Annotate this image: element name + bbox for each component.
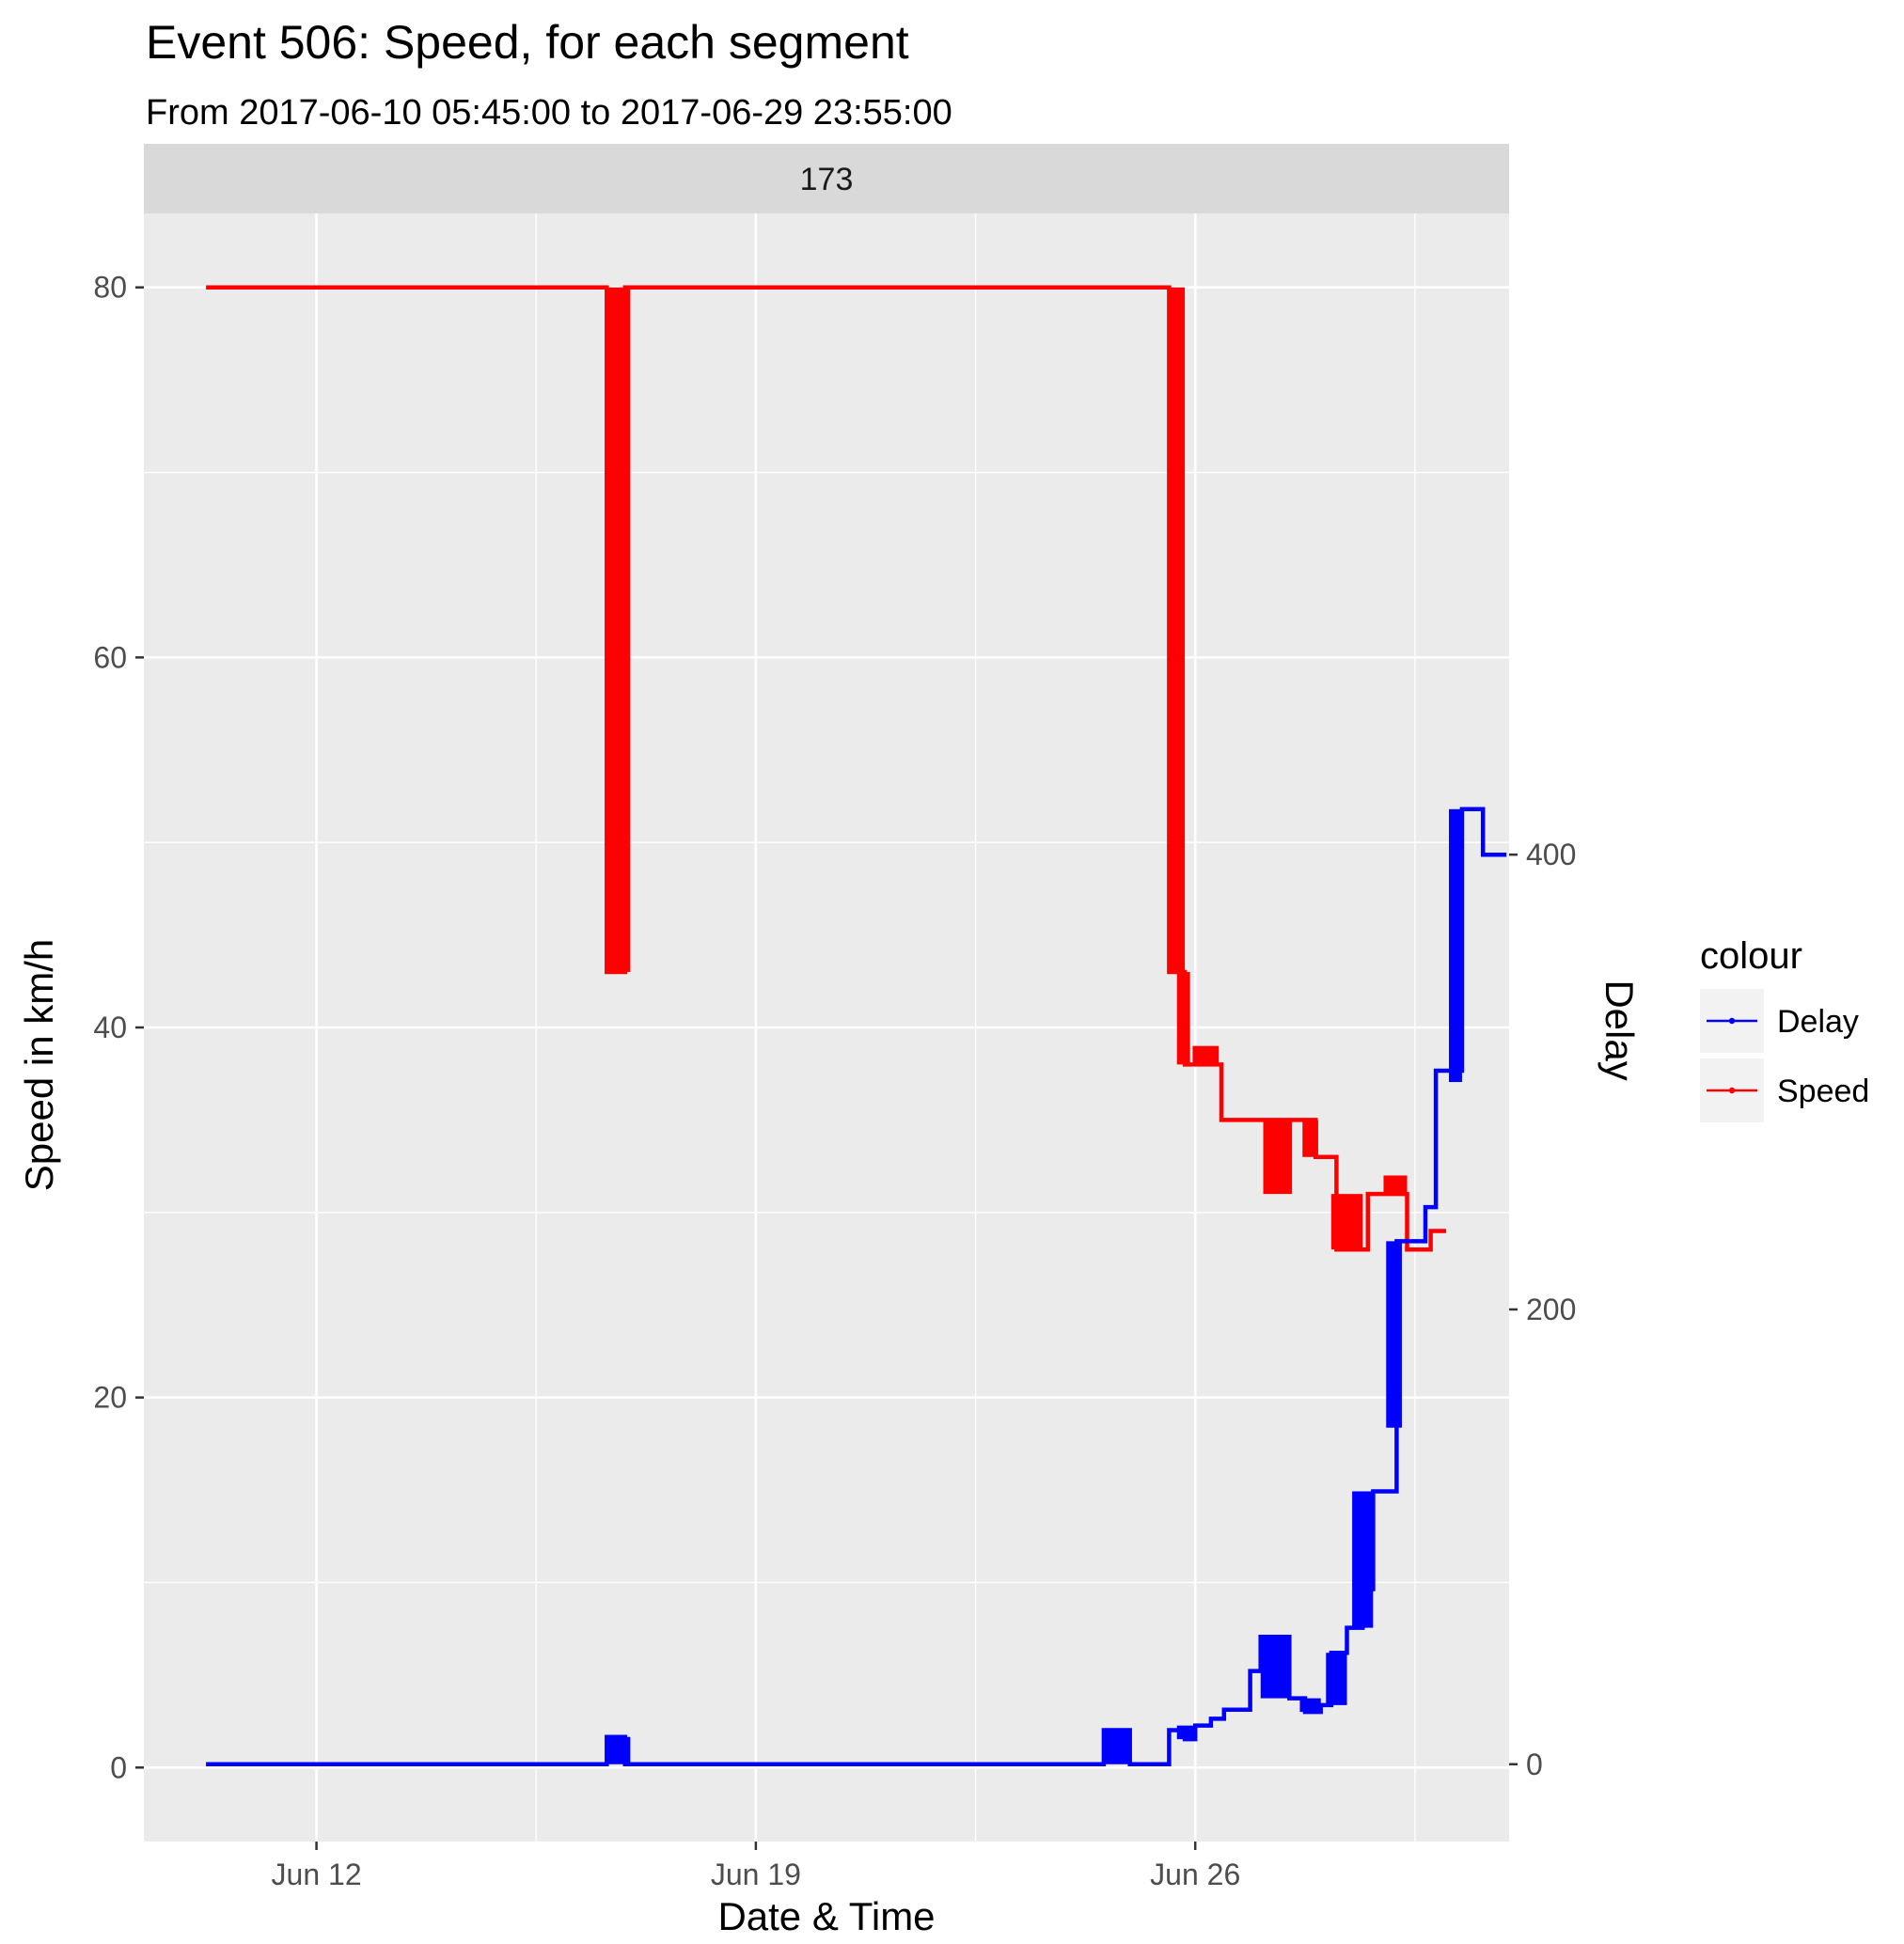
y-axis-left: 0 20 40 60 80	[93, 271, 144, 1784]
delay-band	[1449, 808, 1462, 1083]
y-tick-label: 0	[110, 1750, 127, 1784]
x-tick-label: Jun 19	[711, 1858, 801, 1891]
series-lines	[206, 285, 1507, 1767]
y2-tick-label: 0	[1526, 1748, 1543, 1781]
speed-band	[1192, 1045, 1220, 1065]
chart-subtitle: From 2017-06-10 05:45:00 to 2017-06-29 2…	[146, 93, 952, 133]
legend-key-point	[1728, 1017, 1736, 1025]
y-axis-title: Speed in km/h	[17, 939, 61, 1192]
y2-tick-label: 400	[1526, 838, 1576, 871]
grid-lines	[144, 213, 1509, 1842]
y2-tick-label: 200	[1526, 1293, 1576, 1326]
delay-band	[1326, 1653, 1347, 1705]
y-tick-label: 60	[93, 640, 127, 674]
legend-label: Speed	[1777, 1074, 1869, 1109]
y-tick-label: 20	[93, 1381, 127, 1415]
chart-title: Event 506: Speed, for each segment	[146, 16, 909, 69]
legend-label: Delay	[1777, 1004, 1859, 1040]
y-axis-right: 0 200 400	[1509, 838, 1576, 1781]
facet-strip	[144, 144, 1509, 213]
delay-line	[206, 807, 1507, 1767]
delay-band	[1260, 1637, 1290, 1699]
speed-band	[1383, 1175, 1408, 1195]
x-axis: Jun 12 Jun 19 Jun 26	[272, 1842, 1240, 1891]
y-tick-label: 40	[93, 1011, 127, 1044]
x-axis-title: Date & Time	[717, 1894, 935, 1938]
legend: colour Delay Speed	[1700, 935, 1869, 1122]
legend-key-point	[1728, 1087, 1736, 1094]
x-tick-label: Jun 12	[272, 1858, 362, 1891]
speed-band	[1263, 1120, 1293, 1195]
speed-band	[1169, 287, 1186, 972]
delay-band	[1103, 1730, 1130, 1764]
y2-axis-title: Delay	[1597, 980, 1642, 1080]
legend-title: colour	[1700, 935, 1802, 977]
delay-band	[1352, 1491, 1374, 1628]
y-tick-label: 80	[93, 271, 127, 305]
x-tick-label: Jun 26	[1150, 1858, 1240, 1891]
delay-band	[1386, 1241, 1402, 1428]
speed-line	[206, 285, 1446, 1252]
facet-strip-label: 173	[800, 162, 854, 197]
